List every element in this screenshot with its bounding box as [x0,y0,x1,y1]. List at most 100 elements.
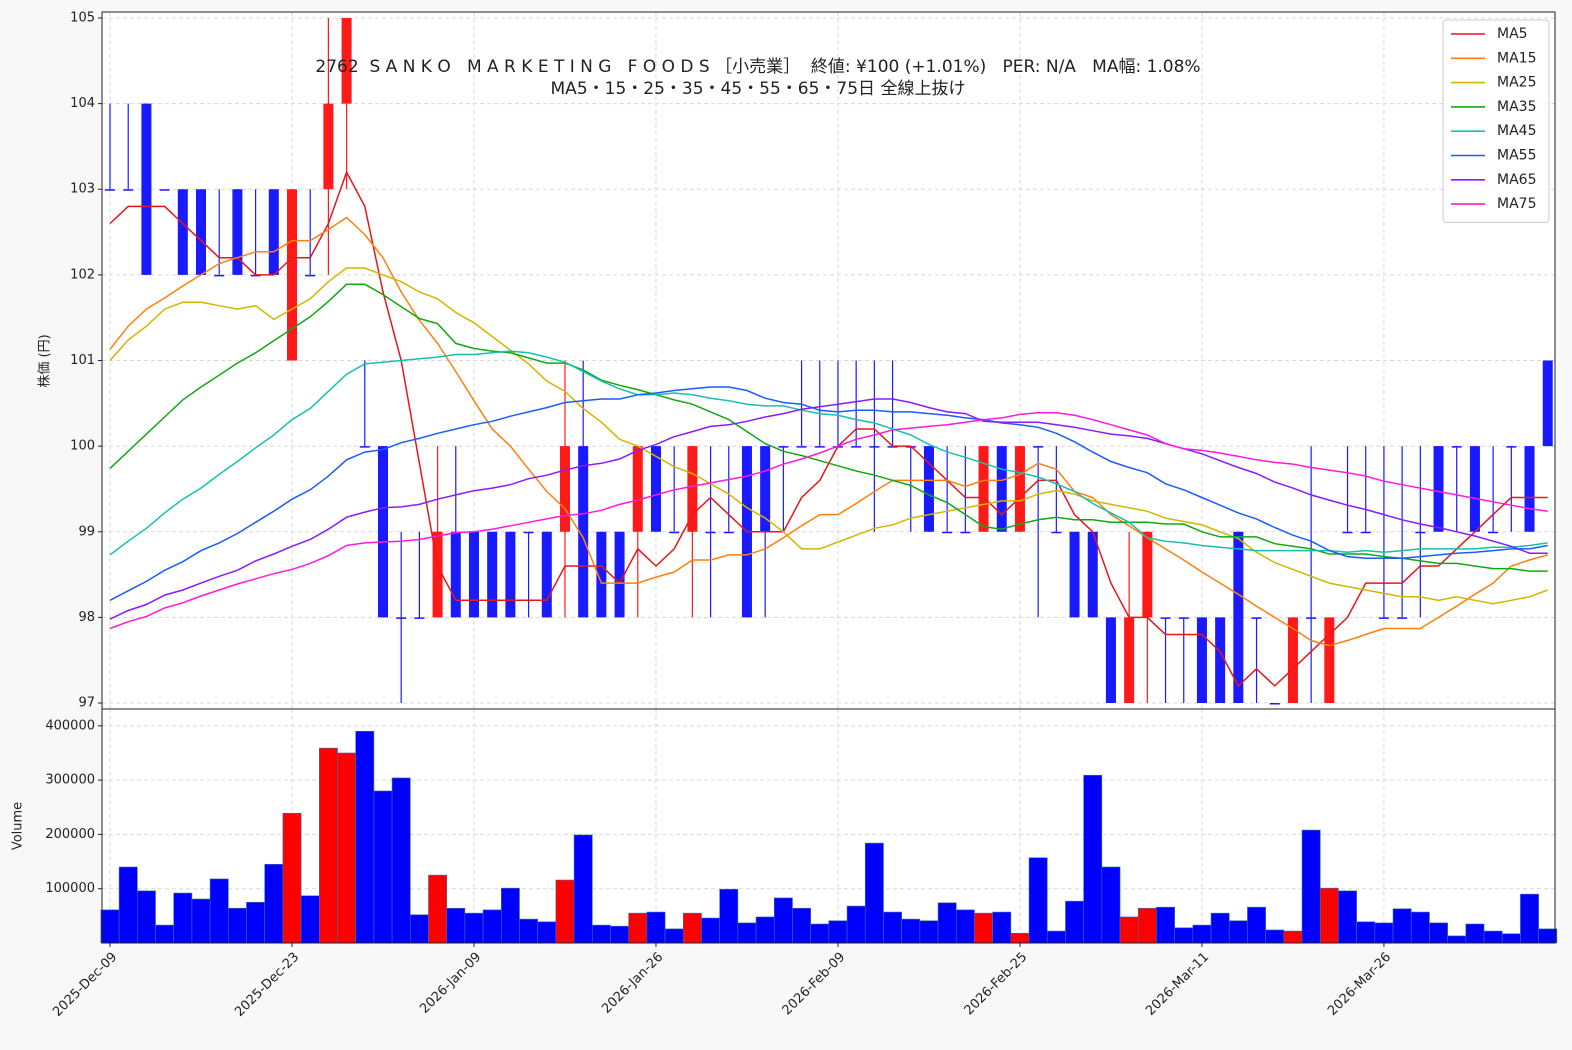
candle-body [1506,446,1517,448]
legend-label: MA5 [1497,26,1528,42]
volume-bar [955,909,975,944]
candle-body [450,531,461,618]
candle-body [1105,617,1116,704]
candle-body [1051,531,1062,534]
candle-body [323,103,334,190]
candle-body [1488,531,1499,534]
x-tick-label: 2025-Dec-09 [50,950,120,1020]
volume-bar [846,905,866,944]
y-tick-label: 97 [78,696,95,711]
volume-bar [446,907,466,944]
candle-body [705,531,716,534]
volume-bar [555,879,575,944]
volume-bar [1538,928,1558,944]
ma-line [109,386,1548,601]
candle-body [1378,617,1389,619]
volume-bar [755,916,775,944]
volume-bar [1410,911,1430,944]
volume-bar [591,924,611,944]
candle-body [1269,703,1280,705]
volume-bar [773,897,793,944]
volume-bar [500,887,520,944]
volume-bar [1447,935,1467,944]
volume-bar [937,902,957,944]
candle-body [1014,446,1025,532]
volume-bar [646,911,666,944]
legend-box [1442,19,1550,223]
candle-body [887,446,898,448]
volume-bar [1192,924,1212,944]
volume-bar [1083,774,1103,944]
candle-body [1087,531,1098,618]
volume-bar [974,912,993,944]
candle-body [1433,446,1444,532]
candle-body [614,531,625,618]
y-tick-label: 102 [70,267,95,282]
volume-bar [1501,933,1521,944]
legend-label: MA65 [1497,172,1536,188]
candle-body [341,17,352,104]
volume-bar [919,920,939,944]
volume-bar [355,730,375,944]
candle-body [541,531,552,618]
candle-body [923,446,934,532]
candle-body [1360,531,1371,534]
candle-body [487,531,498,618]
x-tick-label: 2026-Jan-26 [599,950,666,1017]
volume-bar [519,918,538,944]
volume-bar [1101,866,1121,944]
plot-layer [100,12,1558,944]
candle-body [414,617,425,619]
x-tick-label: 2026-Feb-25 [962,950,1031,1019]
y-tick-label: 200000 [45,827,95,842]
candle-body [141,103,152,275]
volume-bar [1210,912,1230,944]
candle-body [159,189,170,191]
legend-label: MA75 [1497,196,1536,212]
candle-body [523,531,534,534]
volume-bar [828,920,848,944]
volume-bar [173,892,193,944]
y-tick-label: 103 [70,182,95,197]
candle-body [1415,531,1426,534]
volume-bar [1356,921,1376,944]
volume-bar [191,898,211,944]
volume-bar [1374,922,1394,944]
candle-body [377,446,388,618]
y-tick-label: 100000 [45,881,95,896]
candle-body [268,189,279,275]
volume-bar [1319,887,1339,944]
y-axis-label: 株価 (円) [38,334,53,387]
candle-body [559,446,570,532]
volume-bar [1065,900,1084,944]
y-tick-label: 101 [70,353,95,368]
volume-bar [610,925,629,944]
legend-label: MA25 [1497,75,1536,91]
candle-body [432,531,443,618]
candle-body [1215,617,1226,704]
volume-bar [1465,923,1485,944]
candle-body [650,446,661,532]
volume-bar [1028,857,1048,944]
volume-bar [282,812,302,944]
candle-body [960,531,971,534]
candle-body [1397,617,1408,619]
candle-body [814,446,825,448]
volume-bar [628,912,648,944]
candle-body [359,446,370,448]
volume-bar [992,911,1012,944]
volume-bar [318,747,338,944]
volume-bar [537,921,557,944]
volume-bar [1247,906,1266,944]
candle-body [1142,531,1153,618]
ma-line [109,411,1548,630]
candle-body [105,189,116,191]
volume-bar [1392,908,1412,944]
volume-bar [100,909,120,944]
volume-bar [1174,927,1194,944]
candle-body [123,189,134,191]
candle-body [177,189,188,275]
y-tick-label: 104 [70,96,95,111]
candle-body [942,531,953,534]
